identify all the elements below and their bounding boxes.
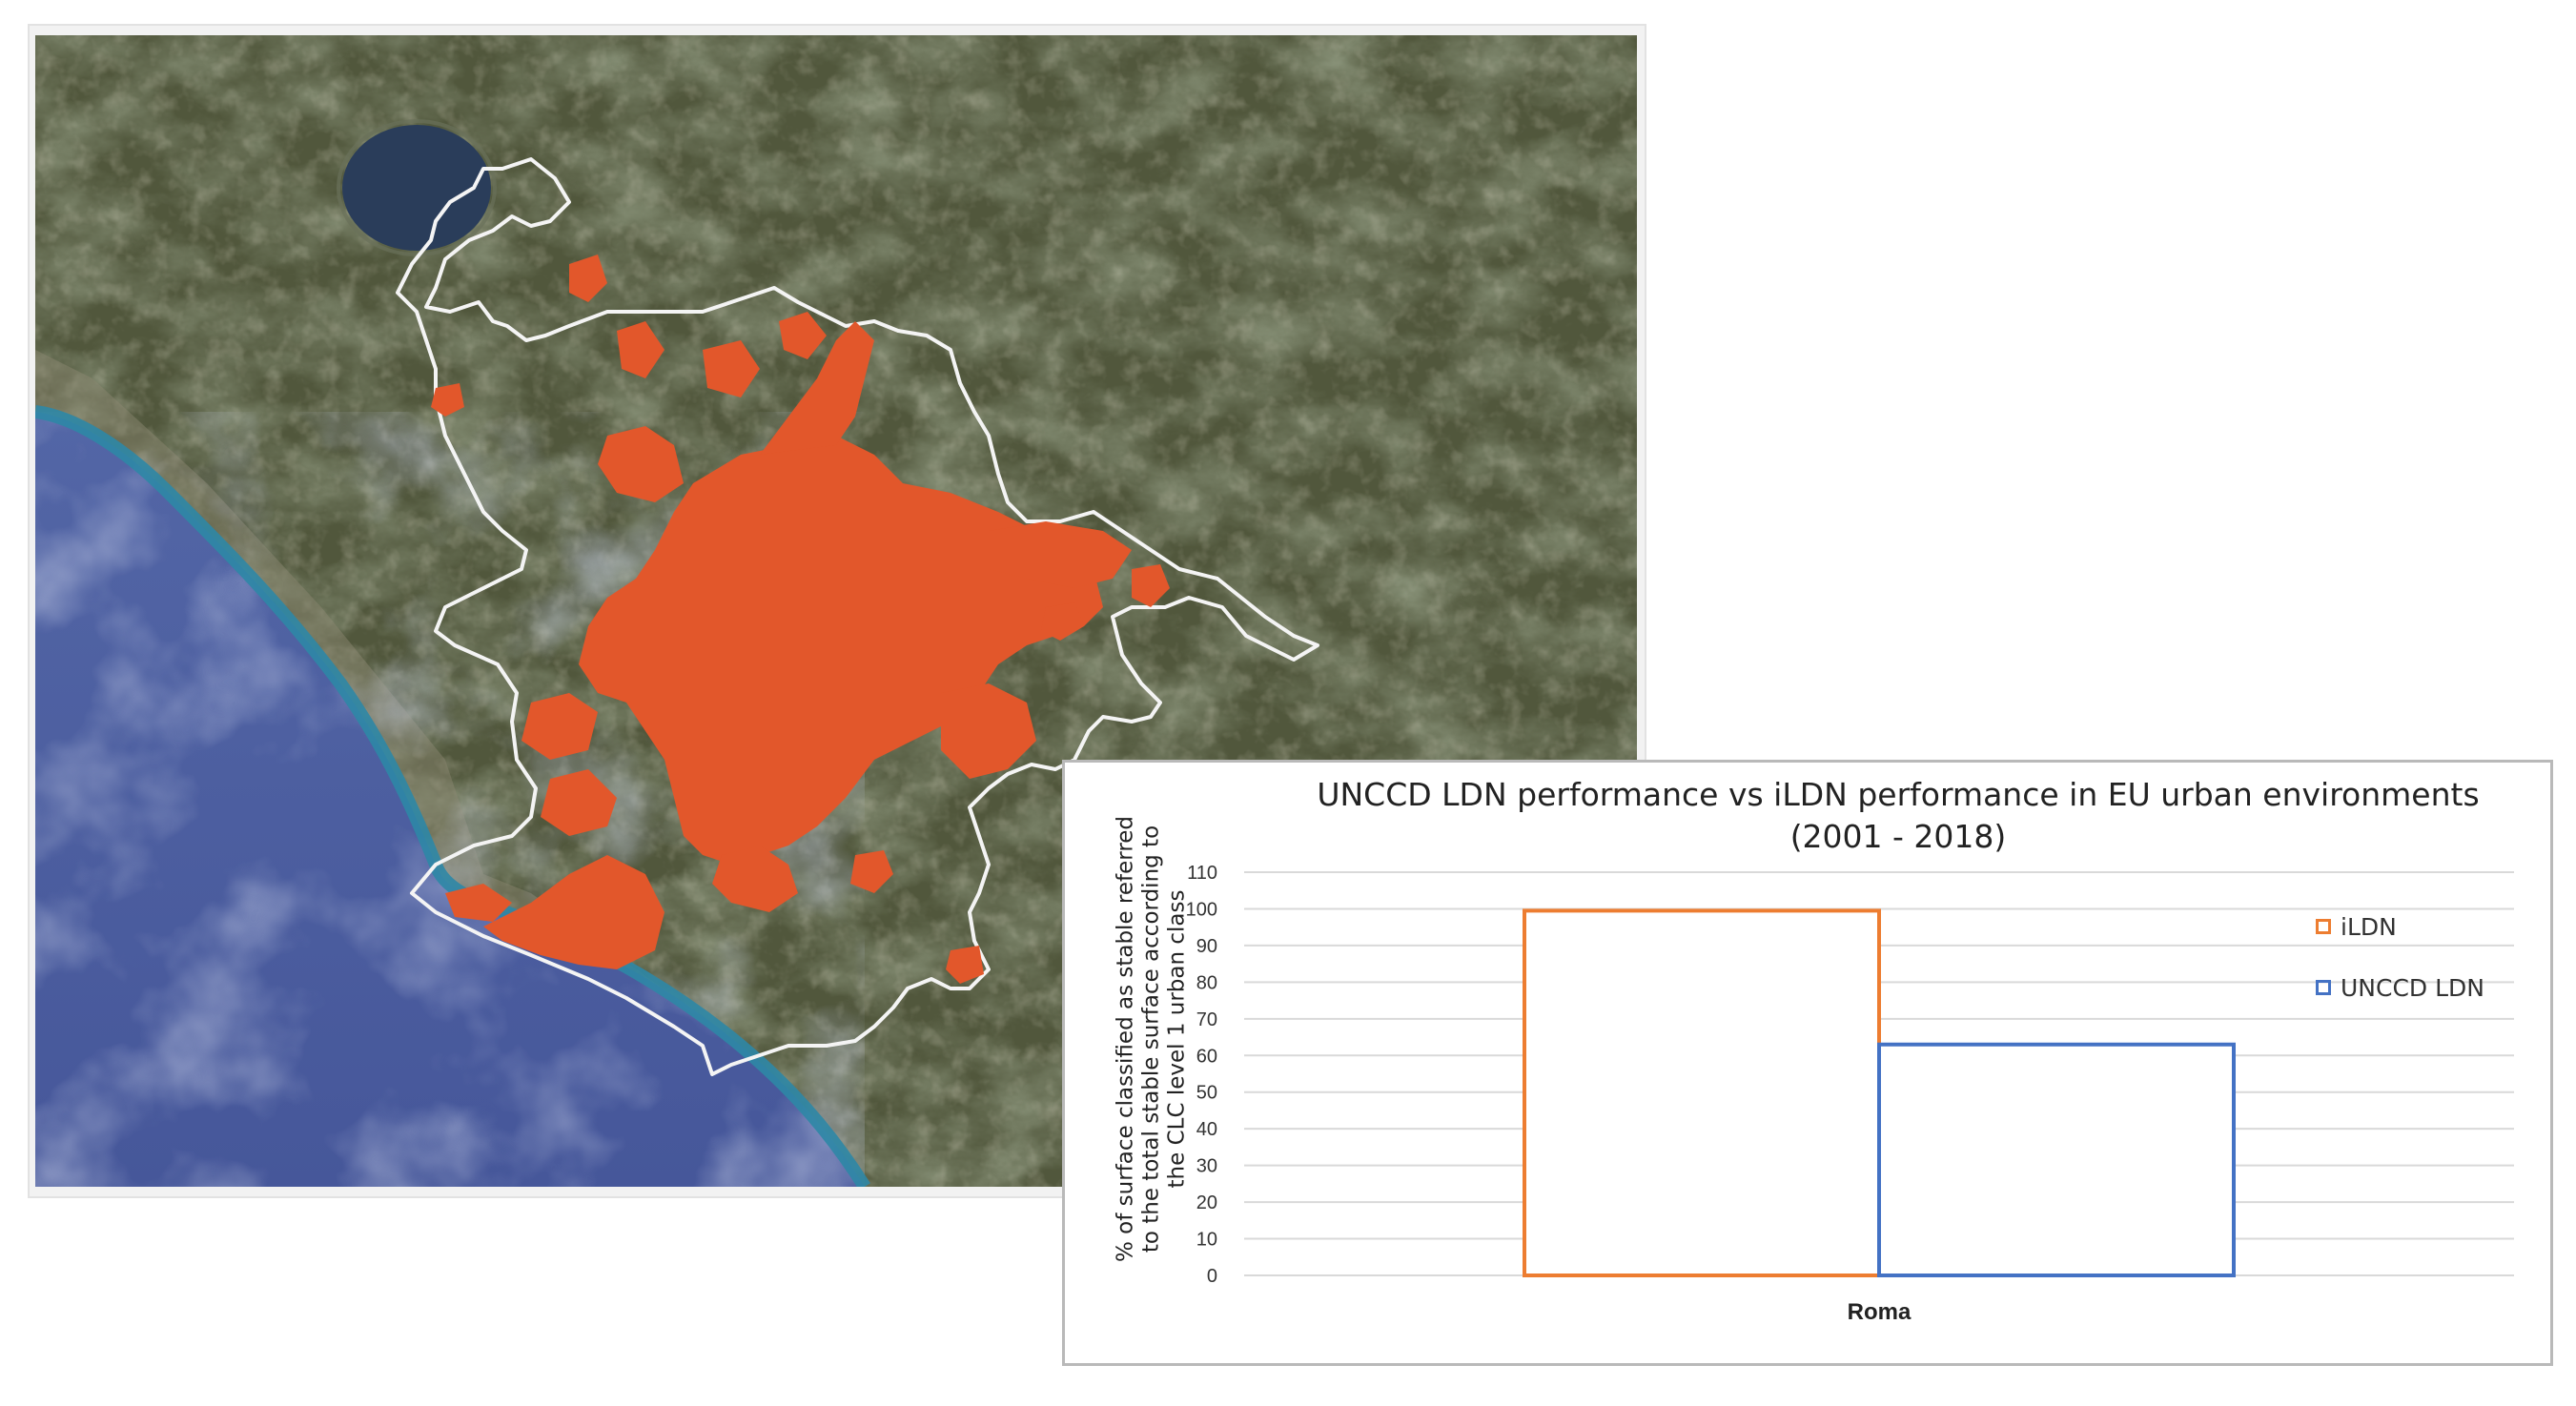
y-tick-labels: 0 10 20 30 40 50 60 70 80 90 100 110: [1186, 863, 1217, 1287]
urban-west: [521, 693, 598, 760]
chart-legend: iLDN UNCCD LDN: [2316, 896, 2545, 1018]
x-tick-label-roma: Roma: [1848, 1299, 1912, 1325]
chart-title: UNCCD LDN performance vs iLDN performanc…: [1246, 774, 2550, 858]
bar-unccd-ldn-roma: [1877, 1042, 2236, 1277]
y-tick-label: 90: [1196, 936, 1217, 957]
urban-west-patch: [431, 383, 464, 417]
legend-label-ildn: iLDN: [2341, 912, 2397, 941]
urban-east-patch-1: [1132, 564, 1170, 607]
urban-ostia: [483, 855, 664, 969]
urban-north-patch-4: [779, 312, 827, 359]
lake-rim: [337, 119, 497, 256]
legend-swatch-ildn: [2316, 919, 2331, 934]
urban-southwest: [541, 769, 617, 836]
urban-area-overlay: [431, 255, 1170, 984]
y-tick-label: 70: [1196, 1009, 1217, 1030]
y-tick-label: 80: [1196, 972, 1217, 993]
y-tick-label: 10: [1196, 1230, 1217, 1251]
bar-chart: 0 10 20 30 40 50 60 70 80 90 100 110 Roma: [1186, 863, 2514, 1325]
bar-ildn-roma: [1523, 908, 1881, 1278]
bars: [1523, 908, 2236, 1278]
y-tick-label: 20: [1196, 1192, 1217, 1213]
chart-title-line-2: (2001 - 2018): [1789, 818, 2007, 855]
y-axis-title: % of surface classified as stable referr…: [1113, 815, 1190, 1263]
urban-northwest: [598, 426, 684, 502]
urban-east-patch-2: [1041, 602, 1084, 641]
urban-core: [579, 436, 1103, 865]
urban-south-patch-1: [850, 850, 893, 893]
chart-title-line-1: UNCCD LDN performance vs iLDN performanc…: [1317, 776, 2480, 813]
y-tick-label: 40: [1196, 1119, 1217, 1140]
y-tick-label: 100: [1186, 899, 1217, 920]
y-tick-label: 30: [1196, 1156, 1217, 1177]
satellite-map: [35, 35, 1637, 1187]
y-tick-label: 110: [1187, 863, 1217, 884]
y-tick-label: 50: [1196, 1083, 1217, 1104]
urban-east-arm: [989, 521, 1132, 588]
legend-label-unccd-ldn: UNCCD LDN: [2341, 973, 2484, 1002]
urban-south: [712, 846, 798, 912]
lake-bracciano: [342, 125, 491, 251]
y-axis-title-wrapper: % of surface classified as stable referr…: [1094, 801, 1209, 1277]
urban-southeast: [941, 683, 1036, 779]
x-tick-labels: Roma: [1848, 1299, 1912, 1325]
urban-north-patch-3: [703, 340, 760, 397]
urban-north-patch-2: [617, 321, 664, 378]
legend-item-ildn: iLDN: [2316, 896, 2545, 957]
chart-panel: 0 10 20 30 40 50 60 70 80 90 100 110 Roma UNCCD LDN…: [1062, 760, 2553, 1366]
urban-fiumicino: [445, 884, 512, 922]
urban-north-arm: [760, 321, 874, 455]
y-tick-label: 60: [1196, 1046, 1217, 1067]
urban-south-patch-2: [946, 946, 984, 984]
satellite-map-panel: [30, 26, 1645, 1196]
urban-north-patch-1: [569, 255, 607, 302]
y-tick-label: 0: [1207, 1266, 1217, 1287]
legend-item-unccd-ldn: UNCCD LDN: [2316, 957, 2545, 1018]
legend-swatch-unccd-ldn: [2316, 980, 2331, 995]
